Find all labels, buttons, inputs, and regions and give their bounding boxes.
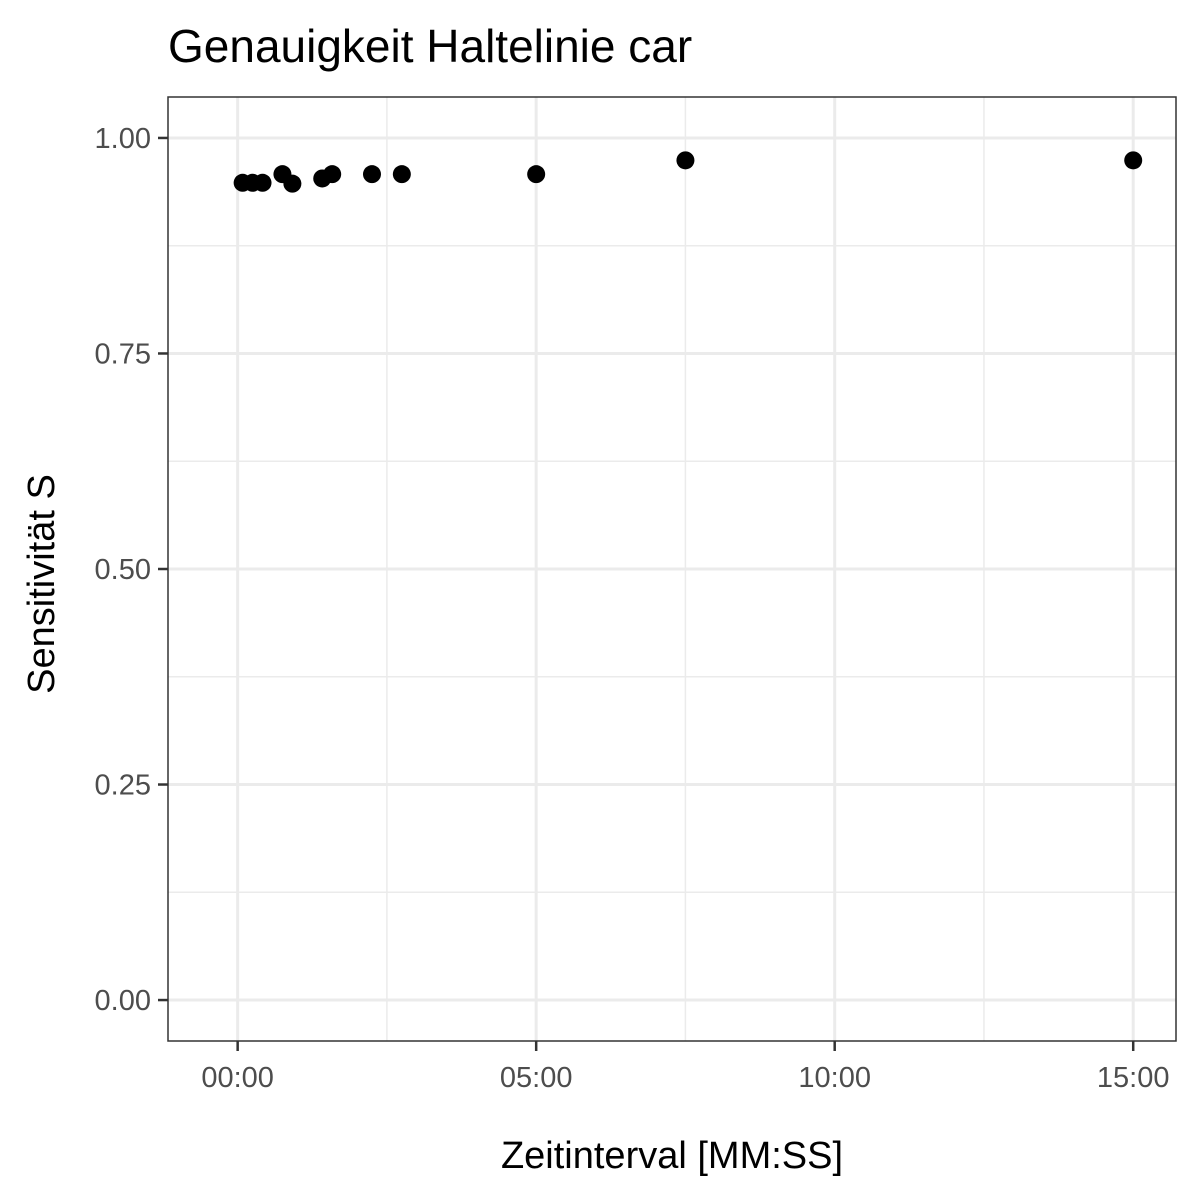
chart-title: Genauigkeit Haltelinie car [168, 20, 692, 72]
data-points [233, 151, 1143, 193]
y-tick-label: 0.25 [95, 770, 151, 802]
y-tick-label: 0.50 [95, 554, 151, 586]
y-tick-label: 0.00 [95, 985, 151, 1017]
data-point [527, 165, 546, 184]
x-tick-label: 10:00 [798, 1062, 871, 1094]
x-tick-label: 05:00 [500, 1062, 573, 1094]
grid-lines [168, 97, 1176, 1041]
data-point [392, 165, 411, 184]
data-point [1124, 151, 1143, 170]
y-tick-label: 1.00 [95, 123, 151, 155]
data-point [283, 174, 302, 193]
x-axis: 00:00 05:00 10:00 15:00 [201, 1041, 1170, 1094]
y-axis: 0.00 0.25 0.50 0.75 1.00 [95, 123, 168, 1017]
x-tick-label: 00:00 [201, 1062, 274, 1094]
data-point [323, 165, 342, 184]
x-tick-label: 15:00 [1097, 1062, 1170, 1094]
y-tick-label: 0.75 [95, 338, 151, 370]
data-point [362, 165, 381, 184]
y-axis-title: Sensitivität S [21, 474, 63, 694]
x-axis-title: Zeitinterval [MM:SS] [501, 1135, 843, 1177]
data-point [676, 151, 695, 170]
data-point [253, 173, 272, 192]
